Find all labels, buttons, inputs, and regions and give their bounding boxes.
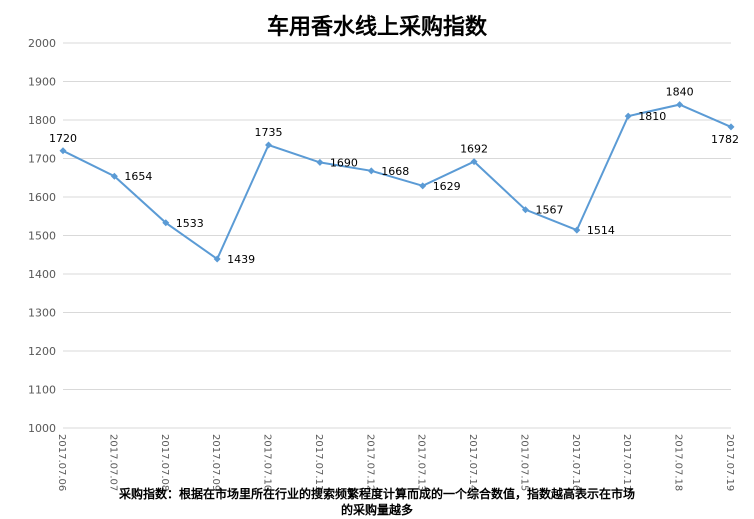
x-tick-label: 2017.07.17: [621, 434, 632, 491]
series-line-path: [62, 103, 732, 261]
data-point: [316, 158, 324, 166]
footnote: 采购指数：根据在市场里所在行业的搜索频繁程度计算而成的一个综合数值，指数越高表示…: [0, 486, 754, 518]
data-point: [110, 172, 118, 180]
footnote-line-2: 的采购量越多: [340, 503, 413, 517]
x-tick-label: 2017.07.13: [416, 434, 427, 491]
data-label: 1840: [666, 86, 694, 99]
x-tick-label: 2017.07.14: [467, 434, 478, 491]
x-tick-label: 2017.07.11: [313, 434, 324, 491]
data-point: [419, 182, 427, 190]
y-tick-label: 1300: [28, 307, 56, 320]
data-label: 1690: [330, 156, 358, 169]
y-tick-label: 1400: [28, 268, 56, 281]
data-point: [265, 141, 273, 149]
y-tick-label: 2000: [28, 37, 56, 50]
y-axis-ticks: 1000 1100 1200 1300 1400 1500 1600 1700 1800 1900…: [28, 37, 56, 435]
x-tick-label: 2017.07.09: [210, 434, 221, 491]
data-label: 1654: [124, 170, 152, 183]
data-point: [521, 206, 529, 214]
data-point: [59, 147, 67, 155]
x-tick-label: 2017.07.16: [570, 434, 581, 491]
y-tick-label: 1000: [28, 422, 56, 435]
x-tick-label: 2017.07.07: [107, 434, 118, 491]
data-point: [213, 255, 221, 263]
chart-title: 车用香水线上采购指数: [267, 14, 488, 40]
gridlines: [63, 42, 731, 429]
data-point: [676, 101, 684, 109]
data-point: [727, 123, 735, 131]
data-point: [624, 112, 632, 120]
data-label: 1782: [711, 133, 739, 146]
x-tick-label: 2017.07.18: [673, 434, 684, 491]
x-tick-label: 2017.07.08: [159, 434, 170, 491]
data-markers: [59, 101, 735, 263]
x-axis-ticks: 2017.07.06 2017.07.07 2017.07.08 2017.07.09…: [56, 434, 735, 491]
footnote-line-1: 采购指数：根据在市场里所在行业的搜索频繁程度计算而成的一个综合数值，指数越高表示…: [118, 487, 635, 501]
y-tick-label: 1600: [28, 191, 56, 204]
y-tick-label: 1900: [28, 76, 56, 89]
y-tick-label: 1700: [28, 153, 56, 166]
x-tick-label: 2017.07.15: [518, 434, 529, 491]
data-label: 1567: [535, 204, 563, 217]
x-tick-label: 2017.07.06: [56, 434, 67, 491]
x-tick-label: 2017.07.12: [364, 434, 375, 491]
data-labels: 1720 1654 1533 1439 1735 1690 1668 1629 1692 1567…: [49, 86, 739, 266]
data-label: 1692: [460, 143, 488, 156]
x-tick-label: 2017.07.19: [724, 434, 735, 491]
y-tick-label: 1800: [28, 114, 56, 127]
data-point: [367, 167, 375, 175]
data-label: 1810: [638, 110, 666, 123]
data-label: 1629: [433, 180, 461, 193]
data-point: [470, 158, 478, 166]
x-tick-label: 2017.07.10: [262, 434, 273, 491]
y-tick-label: 1100: [28, 384, 56, 397]
data-point: [573, 226, 581, 234]
data-label: 1514: [587, 224, 615, 237]
data-label: 1735: [255, 126, 283, 139]
y-tick-label: 1200: [28, 345, 56, 358]
data-label: 1720: [49, 132, 77, 145]
data-label: 1668: [381, 165, 409, 178]
series-line: [62, 103, 732, 261]
y-tick-label: 1500: [28, 230, 56, 243]
data-label: 1533: [176, 217, 204, 230]
data-label: 1439: [227, 253, 255, 266]
data-point: [162, 219, 170, 227]
